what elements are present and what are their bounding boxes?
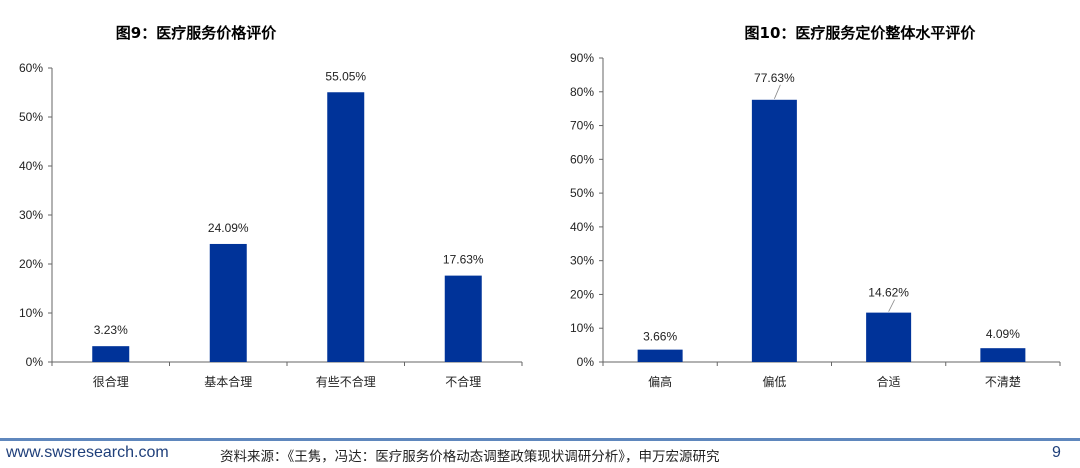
footer-url[interactable]: www.swsresearch.com bbox=[6, 444, 169, 461]
data-label: 14.62% bbox=[868, 286, 909, 300]
data-label: 55.05% bbox=[325, 69, 366, 83]
bar bbox=[637, 349, 683, 362]
data-label: 3.23% bbox=[94, 323, 128, 337]
label-leader-line bbox=[888, 299, 895, 312]
label-leader-line bbox=[774, 84, 781, 99]
bar bbox=[92, 346, 130, 362]
y-tick-label: 60% bbox=[570, 152, 594, 166]
y-tick-label: 20% bbox=[570, 287, 594, 301]
x-category-label: 偏高 bbox=[648, 374, 672, 389]
data-label: 17.63% bbox=[443, 253, 484, 267]
y-tick-label: 60% bbox=[19, 61, 43, 75]
data-label: 24.09% bbox=[208, 221, 249, 235]
footer-divider bbox=[0, 438, 1080, 441]
data-label: 4.09% bbox=[986, 327, 1020, 341]
y-tick-label: 0% bbox=[26, 355, 44, 369]
y-tick-label: 0% bbox=[577, 355, 595, 369]
footer-source: 资料来源：《王隽，冯达：医疗服务价格动态调整政策现状调研分析》，申万宏源研究 bbox=[220, 449, 720, 465]
x-category-label: 有些不合理 bbox=[316, 374, 376, 389]
x-category-label: 不清楚 bbox=[985, 375, 1021, 389]
bar bbox=[444, 275, 482, 362]
bar bbox=[751, 99, 797, 362]
bar bbox=[866, 312, 912, 362]
x-category-label: 偏低 bbox=[762, 374, 786, 389]
y-tick-label: 80% bbox=[570, 85, 594, 99]
bar bbox=[209, 243, 247, 362]
charts-canvas: 图9：医疗服务价格评价 0% 10% 20% 30% 40% 50% 60% 3.23% 很合理 2… bbox=[19, 24, 1061, 389]
y-tick-label: 30% bbox=[19, 208, 43, 222]
y-tick-label: 40% bbox=[19, 159, 43, 173]
y-tick-label: 90% bbox=[570, 51, 594, 65]
data-label: 77.63% bbox=[754, 71, 795, 85]
chart-1: 图9：医疗服务价格评价 0% 10% 20% 30% 40% 50% 60% 3.23% 很合理 2… bbox=[19, 24, 523, 389]
chart-2: 图10：医疗服务定价整体水平评价 0% 10% 20% 30% 40% 50% 60% 70% 8… bbox=[570, 24, 1061, 389]
x-category-label: 基本合理 bbox=[204, 374, 252, 389]
x-category-label: 合适 bbox=[877, 374, 901, 389]
y-tick-label: 50% bbox=[19, 110, 43, 124]
y-tick-label: 10% bbox=[570, 321, 594, 335]
bar bbox=[327, 92, 365, 362]
page-number: 9 bbox=[1052, 444, 1061, 461]
y-tick-label: 50% bbox=[570, 186, 594, 200]
x-category-label: 不合理 bbox=[445, 374, 481, 389]
y-tick-label: 20% bbox=[19, 257, 43, 271]
footer: www.swsresearch.com 资料来源：《王隽，冯达：医疗服务价格动态… bbox=[0, 438, 1080, 468]
x-category-label: 很合理 bbox=[93, 374, 129, 389]
y-tick-label: 30% bbox=[570, 254, 594, 268]
y-tick-label: 70% bbox=[570, 119, 594, 133]
y-tick-label: 10% bbox=[19, 306, 43, 320]
y-tick-label: 40% bbox=[570, 220, 594, 234]
bar bbox=[980, 348, 1026, 362]
data-label: 3.66% bbox=[643, 330, 677, 344]
chart-title: 图9：医疗服务价格评价 bbox=[116, 24, 277, 42]
chart-title: 图10：医疗服务定价整体水平评价 bbox=[745, 24, 977, 42]
